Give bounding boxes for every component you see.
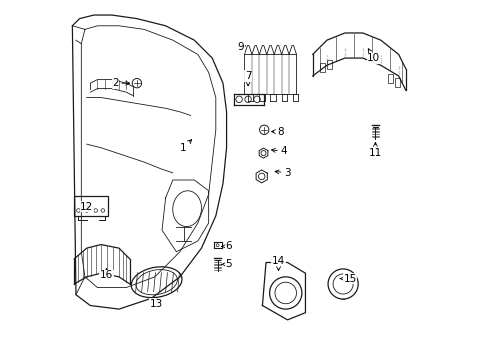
Text: 8: 8 <box>271 127 283 136</box>
Text: 5: 5 <box>221 259 231 269</box>
Text: 6: 6 <box>221 241 231 251</box>
Text: 13: 13 <box>150 297 163 309</box>
Text: 10: 10 <box>366 49 379 63</box>
Text: 1: 1 <box>180 140 191 153</box>
Text: 7: 7 <box>244 71 251 86</box>
Bar <box>387 74 392 83</box>
Bar <box>326 60 331 69</box>
Text: 3: 3 <box>275 168 290 178</box>
Text: 14: 14 <box>271 256 285 270</box>
Text: 2: 2 <box>112 78 129 88</box>
Bar <box>74 196 108 216</box>
Text: 11: 11 <box>368 143 381 158</box>
Bar <box>394 78 399 87</box>
Text: 12: 12 <box>80 202 93 212</box>
Text: 9: 9 <box>237 42 245 52</box>
Text: 15: 15 <box>340 274 356 284</box>
Text: 4: 4 <box>271 146 286 156</box>
Text: 16: 16 <box>100 269 113 280</box>
Bar <box>319 63 324 72</box>
